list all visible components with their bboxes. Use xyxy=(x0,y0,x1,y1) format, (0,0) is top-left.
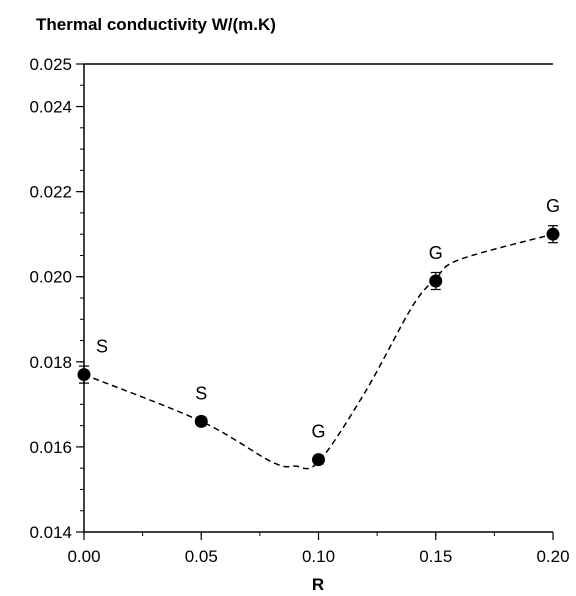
chart-title: Thermal conductivity W/(m.K) xyxy=(36,15,276,34)
data-point-label: S xyxy=(195,383,207,403)
y-tick-label: 0.018 xyxy=(29,353,72,372)
x-tick-label: 0.10 xyxy=(302,547,335,566)
data-point xyxy=(77,368,91,382)
data-points-group: S S G G G xyxy=(77,196,560,467)
data-point-label: G xyxy=(429,243,443,263)
x-tick-label: 0.20 xyxy=(536,547,569,566)
y-tick-label: 0.020 xyxy=(29,268,72,287)
x-tick-label: 0.00 xyxy=(67,547,100,566)
axes: 0.014 0.016 0.018 0.020 0.022 0.024 0.025 0.00 0… xyxy=(29,55,569,566)
y-tick-label: 0.025 xyxy=(29,55,72,74)
y-tick-label: 0.024 xyxy=(29,98,72,117)
data-point xyxy=(194,414,208,428)
x-axis-title: R xyxy=(312,575,324,594)
y-tick-label: 0.022 xyxy=(29,183,72,202)
y-tick-label: 0.016 xyxy=(29,438,72,457)
data-point-label: G xyxy=(311,422,325,442)
data-point xyxy=(429,274,443,288)
data-point xyxy=(312,453,325,467)
data-point-label: S xyxy=(96,337,108,357)
data-point-label: G xyxy=(546,196,560,216)
x-tick-label: 0.05 xyxy=(185,547,218,566)
y-tick-label: 0.014 xyxy=(29,523,72,542)
data-point xyxy=(546,227,560,241)
x-tick-label: 0.15 xyxy=(419,547,452,566)
